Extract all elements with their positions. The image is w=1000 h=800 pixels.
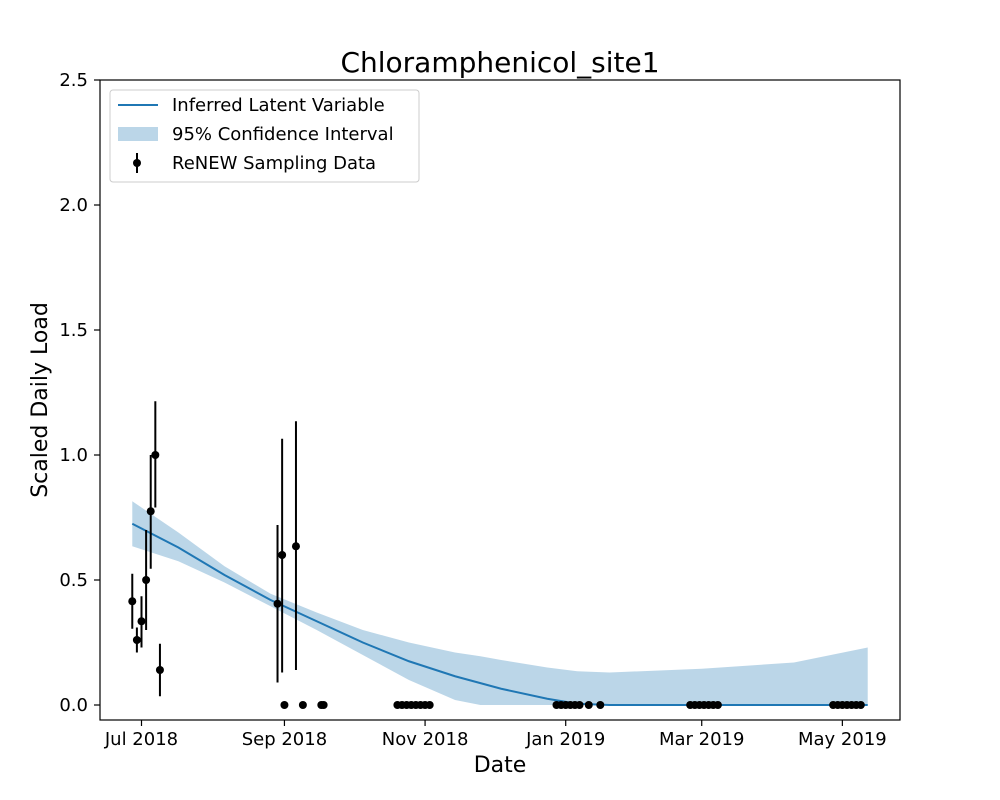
sample-point [273,599,282,608]
sample-point [155,666,164,674]
latent-variable-line [131,522,868,706]
sample-point [132,636,141,644]
plot-frame [99,79,901,721]
plot-area [128,401,868,709]
legend-box [109,89,420,183]
sample-point [280,701,289,709]
sample-point [856,701,865,709]
legend-label-data: ReNEW Sampling Data [172,153,376,174]
x-tick-label: Mar 2019 [659,729,745,750]
chart-title: Chloramphenicol_site1 [340,46,659,79]
sample-point [713,701,722,709]
y-tick-label: 0.0 [59,695,88,716]
sample-point [298,701,307,709]
sample-point [146,507,155,516]
x-tick-label: Jul 2018 [104,729,178,750]
sample-point [584,701,593,709]
x-tick-label: Nov 2018 [382,729,469,750]
y-tick-label: 2.0 [59,195,88,216]
x-axis: Jul 2018 Sep 2018 Nov 2018 Jan 2019 Mar 2019… [104,720,887,750]
x-tick-label: Jan 2019 [525,729,605,750]
x-tick-label: Sep 2018 [242,729,327,750]
confidence-interval-band [132,501,868,705]
sample-point [137,617,146,626]
y-tick-label: 1.5 [59,320,88,341]
y-axis: 0.0 0.5 1.0 1.5 2.0 2.5 [59,70,100,716]
legend-label-line: Inferred Latent Variable [172,95,385,116]
y-axis-label: Scaled Daily Load [28,302,53,498]
sample-point [596,701,605,709]
sample-point [291,542,300,551]
sample-point [319,701,328,709]
y-tick-label: 1.0 [59,445,88,466]
legend-band-swatch [118,127,158,141]
legend-label-band: 95% Confidence Interval [172,124,394,145]
x-tick-label: May 2019 [798,729,887,750]
sample-point [575,701,584,709]
sample-point [425,701,434,709]
legend-marker-swatch [133,159,141,167]
sample-point [151,451,160,459]
sample-point [128,597,137,606]
legend: Inferred Latent Variable 95% Confidence … [109,89,420,183]
y-tick-label: 0.5 [59,570,88,591]
sample-point [278,551,287,559]
sample-point [142,576,151,584]
y-tick-label: 2.5 [59,70,88,91]
x-axis-label: Date [474,753,527,778]
